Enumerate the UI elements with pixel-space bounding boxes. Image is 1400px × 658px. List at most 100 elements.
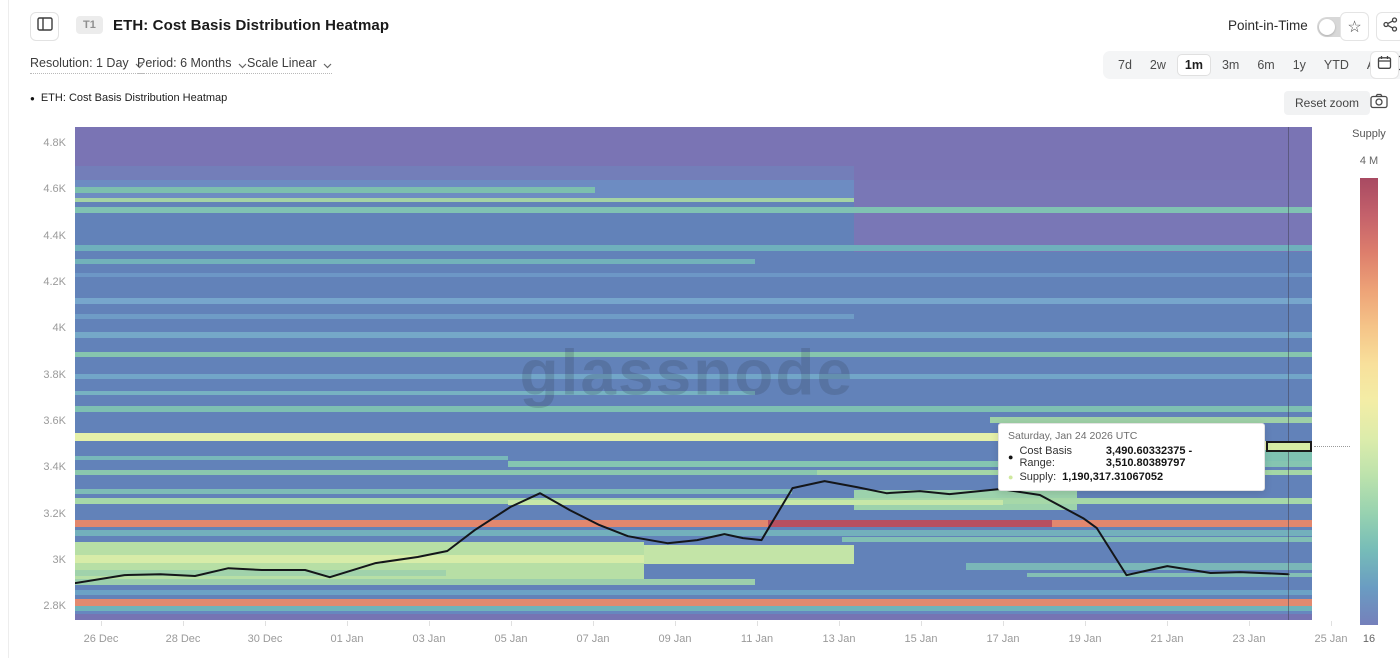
series-legend: ● ETH: Cost Basis Distribution Heatmap xyxy=(30,92,227,104)
x-axis-tick xyxy=(921,621,922,626)
heatmap-band xyxy=(75,272,1312,278)
x-axis-tick xyxy=(593,621,594,626)
supply-colorbar xyxy=(1360,178,1378,625)
t1-badge: T1 xyxy=(76,16,103,34)
chevron-down-icon xyxy=(135,59,144,68)
price-line xyxy=(75,480,1290,585)
highlighted-heatmap-cell[interactable] xyxy=(1266,441,1312,452)
resolution-dropdown[interactable]: Resolution: 1 Day xyxy=(30,56,144,74)
x-axis-label: 17 Jan xyxy=(986,633,1020,645)
screenshot-button[interactable] xyxy=(1366,90,1392,114)
heatmap-band xyxy=(75,589,1312,595)
heatmap-band xyxy=(990,417,1312,424)
series-dot-icon: ● xyxy=(30,93,35,103)
x-axis-label: 11 Jan xyxy=(740,633,774,645)
tooltip-date: Saturday, Jan 24 2026 UTC xyxy=(1008,430,1138,442)
range-button-2w[interactable]: 2w xyxy=(1149,58,1166,72)
colorbar-min-label: 16 xyxy=(1362,633,1376,645)
heatmap-band xyxy=(75,489,793,494)
range-button-ytd[interactable]: YTD xyxy=(1323,58,1349,72)
favorite-button[interactable]: ☆ xyxy=(1340,12,1369,41)
scale-dropdown-label: Scale Linear xyxy=(247,56,317,70)
colorbar-title: Supply xyxy=(1352,128,1386,140)
x-axis-tick xyxy=(1167,621,1168,626)
range-button-6m[interactable]: 6m xyxy=(1257,58,1275,72)
heatmap-band xyxy=(75,455,508,461)
calendar-icon xyxy=(1377,55,1392,75)
scale-dropdown[interactable]: Scale Linear xyxy=(247,56,332,74)
range-button-1y[interactable]: 1y xyxy=(1292,58,1306,72)
x-axis-label: 21 Jan xyxy=(1150,633,1184,645)
heatmap-band xyxy=(75,206,1312,213)
x-axis-tick xyxy=(757,621,758,626)
x-axis-tick xyxy=(265,621,266,626)
calendar-button[interactable] xyxy=(1370,51,1399,79)
heatmap-plot-area[interactable]: glassnode xyxy=(75,127,1312,620)
sidebar-toggle-button[interactable] xyxy=(30,12,59,41)
x-axis-label: 19 Jan xyxy=(1068,633,1102,645)
heatmap-band xyxy=(75,351,1312,358)
x-axis-tick xyxy=(183,621,184,626)
share-button[interactable] xyxy=(1376,12,1400,41)
tooltip-row-label: Supply: xyxy=(1019,471,1057,483)
range-button-7d[interactable]: 7d xyxy=(1118,58,1132,72)
x-axis-label: 01 Jan xyxy=(330,633,364,645)
y-axis-label: 3.4K xyxy=(43,461,66,474)
x-axis-label: 15 Jan xyxy=(904,633,938,645)
heatmap-band xyxy=(75,245,1312,251)
heatmap-band xyxy=(75,331,1312,338)
heatmap-band xyxy=(75,187,595,193)
y-axis-label: 3K xyxy=(52,553,66,566)
x-axis-tick xyxy=(1331,621,1332,626)
x-axis-tick xyxy=(1085,621,1086,626)
x-axis-label: 23 Jan xyxy=(1232,633,1266,645)
tooltip-series-dot-icon: ● xyxy=(1008,471,1014,482)
heatmap-band xyxy=(965,563,1312,571)
page-title: ETH: Cost Basis Distribution Heatmap xyxy=(113,17,390,34)
heatmap-band xyxy=(75,555,645,564)
share-icon xyxy=(1383,16,1398,37)
star-icon: ☆ xyxy=(1347,18,1362,36)
point-in-time-label: Point-in-Time xyxy=(1228,18,1308,33)
heatmap-band xyxy=(75,258,756,264)
range-button-3m[interactable]: 3m xyxy=(1221,58,1240,72)
tooltip-row-value: 3,490.60332375 - 3,510.80389797 xyxy=(1105,445,1193,469)
series-legend-label: ETH: Cost Basis Distribution Heatmap xyxy=(40,92,228,104)
heatmap-band xyxy=(75,373,1312,380)
x-axis-label: 26 Dec xyxy=(83,633,119,645)
tooltip-row-value: 1,190,317.31067052 xyxy=(1062,471,1164,483)
tooltip-series-dot-icon: ● xyxy=(1008,451,1014,462)
heatmap-band xyxy=(507,499,1003,506)
range-button-1m[interactable]: 1m xyxy=(1176,54,1211,76)
y-axis-label: 3.6K xyxy=(43,414,66,427)
reset-zoom-button[interactable]: Reset zoom xyxy=(1284,91,1371,115)
heatmap-band xyxy=(841,536,1312,543)
x-axis-tick xyxy=(101,621,102,626)
heatmap-band xyxy=(75,570,447,577)
x-axis-tick xyxy=(1003,621,1004,626)
period-dropdown[interactable]: Period: 6 Months xyxy=(137,56,247,74)
y-axis-label: 4.4K xyxy=(43,229,66,242)
y-axis-label: 4.8K xyxy=(43,137,66,150)
heatmap-band xyxy=(75,166,855,181)
toggle-knob xyxy=(1319,19,1335,35)
heatmap-band xyxy=(75,405,1312,412)
heatmap-band xyxy=(75,432,1016,442)
heatmap-band xyxy=(75,614,1312,620)
heatmap-band xyxy=(507,461,1312,468)
heatmap-band xyxy=(75,298,1312,305)
x-axis-tick xyxy=(839,621,840,626)
x-axis-tick xyxy=(347,621,348,626)
y-axis-label: 4.6K xyxy=(43,183,66,196)
y-axis-label: 4K xyxy=(52,322,66,335)
sidebar-panel-icon xyxy=(36,17,53,36)
x-axis-tick xyxy=(429,621,430,626)
chevron-down-icon xyxy=(238,59,247,68)
heatmap-band xyxy=(75,520,1312,527)
heatmap-band xyxy=(75,314,855,320)
x-axis-label: 05 Jan xyxy=(494,633,528,645)
colorbar-max-label: 4 M xyxy=(1359,155,1379,167)
x-axis-tick xyxy=(1249,621,1250,626)
chart-tooltip: Saturday, Jan 24 2026 UTC ● Cost Basis Ra… xyxy=(998,423,1265,491)
